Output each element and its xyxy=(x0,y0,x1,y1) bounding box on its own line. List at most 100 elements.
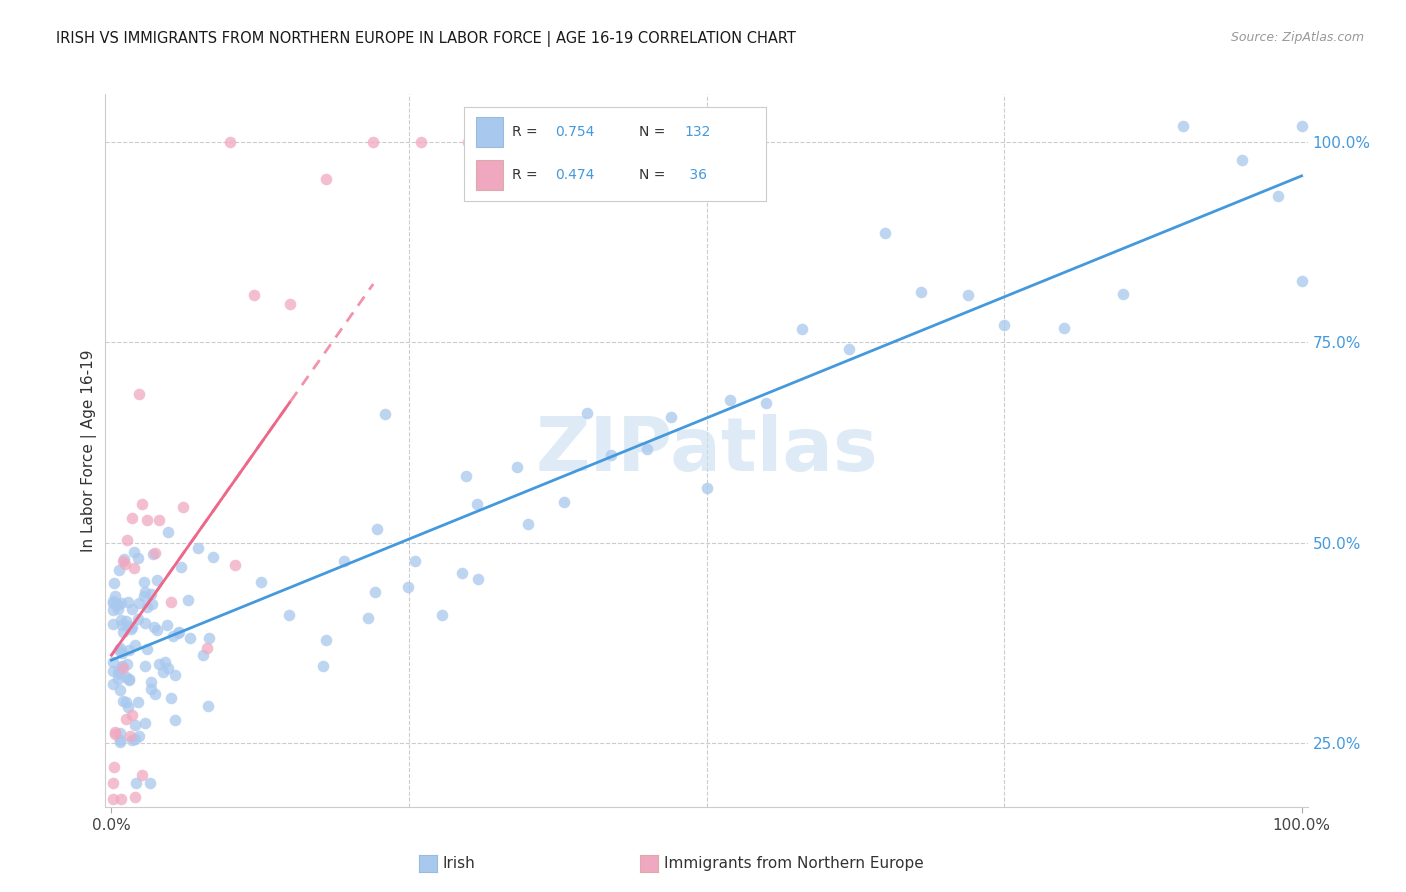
Point xyxy=(103,760,125,774)
Point xyxy=(333,554,356,568)
Point xyxy=(162,629,184,643)
Point xyxy=(108,732,131,747)
Point xyxy=(156,618,179,632)
Point xyxy=(107,672,129,686)
Point xyxy=(187,541,209,556)
Point xyxy=(193,648,215,663)
Point xyxy=(195,641,218,656)
Point xyxy=(172,500,194,515)
Point xyxy=(134,589,156,603)
Point xyxy=(101,596,124,610)
Point xyxy=(117,595,139,609)
Point xyxy=(103,655,125,669)
Point xyxy=(224,558,246,572)
Point xyxy=(101,616,124,631)
Point xyxy=(167,624,190,639)
Point xyxy=(366,522,388,536)
Point xyxy=(409,135,432,149)
Point xyxy=(136,513,159,527)
Point xyxy=(108,666,131,681)
Point xyxy=(121,511,143,525)
Point xyxy=(105,598,128,612)
Point xyxy=(465,497,488,511)
Point xyxy=(957,287,980,301)
Point xyxy=(163,713,186,727)
Point xyxy=(993,318,1015,333)
Point xyxy=(553,135,575,149)
Point xyxy=(155,656,177,670)
Point xyxy=(110,613,132,627)
Point xyxy=(128,596,150,610)
Point xyxy=(110,658,132,673)
Point xyxy=(148,513,170,527)
Bar xyxy=(477,161,503,190)
Point xyxy=(139,682,162,697)
Point xyxy=(636,442,658,456)
Point xyxy=(124,718,146,732)
Point xyxy=(128,729,150,743)
Point xyxy=(107,665,129,679)
Point xyxy=(124,638,146,652)
Point xyxy=(117,700,139,714)
Point xyxy=(115,712,138,726)
Point xyxy=(103,603,125,617)
Point xyxy=(136,599,159,614)
Point xyxy=(112,551,135,566)
Point xyxy=(117,533,139,548)
Point xyxy=(104,590,127,604)
Point xyxy=(122,561,145,575)
Point xyxy=(404,554,426,568)
Point xyxy=(873,227,896,241)
Point xyxy=(755,396,778,410)
Point xyxy=(517,516,540,531)
Point xyxy=(165,667,187,681)
Text: 0.754: 0.754 xyxy=(554,126,595,139)
Text: IRISH VS IMMIGRANTS FROM NORTHERN EUROPE IN LABOR FORCE | AGE 16-19 CORRELATION : IRISH VS IMMIGRANTS FROM NORTHERN EUROPE… xyxy=(56,31,796,47)
Point xyxy=(110,618,132,632)
Point xyxy=(361,135,384,149)
Point xyxy=(101,664,124,678)
Point xyxy=(117,657,139,671)
Bar xyxy=(477,118,503,147)
Point xyxy=(122,545,145,559)
Point xyxy=(117,673,139,687)
Text: N =: N = xyxy=(640,126,665,139)
Point xyxy=(121,708,143,723)
Point xyxy=(696,481,718,495)
Text: Immigrants from Northern Europe: Immigrants from Northern Europe xyxy=(664,856,924,871)
Point xyxy=(910,285,932,299)
Point xyxy=(506,460,529,475)
Point xyxy=(111,660,134,674)
Point xyxy=(243,288,266,302)
Text: 36: 36 xyxy=(685,169,707,182)
Point xyxy=(517,135,540,149)
Point xyxy=(114,614,136,628)
Point xyxy=(105,597,128,611)
Point xyxy=(114,557,136,571)
Point xyxy=(128,387,150,401)
Point xyxy=(315,632,337,647)
Point xyxy=(118,730,141,744)
Point xyxy=(121,619,143,633)
Point xyxy=(120,622,142,636)
Point xyxy=(148,657,170,671)
Point xyxy=(146,573,169,587)
Y-axis label: In Labor Force | Age 16-19: In Labor Force | Age 16-19 xyxy=(82,349,97,552)
Point xyxy=(156,661,179,675)
Point xyxy=(121,733,143,747)
Point xyxy=(135,641,157,656)
Point xyxy=(124,790,146,805)
Point xyxy=(127,551,149,566)
Point xyxy=(111,624,134,639)
Point xyxy=(718,392,741,407)
Point xyxy=(132,575,155,590)
Point xyxy=(169,559,191,574)
Point xyxy=(110,640,132,655)
Point xyxy=(107,601,129,615)
Point xyxy=(141,597,163,611)
Text: 0.474: 0.474 xyxy=(554,169,595,182)
Point xyxy=(108,735,131,749)
Point xyxy=(364,585,387,599)
Point xyxy=(160,691,183,706)
Point xyxy=(659,410,682,425)
